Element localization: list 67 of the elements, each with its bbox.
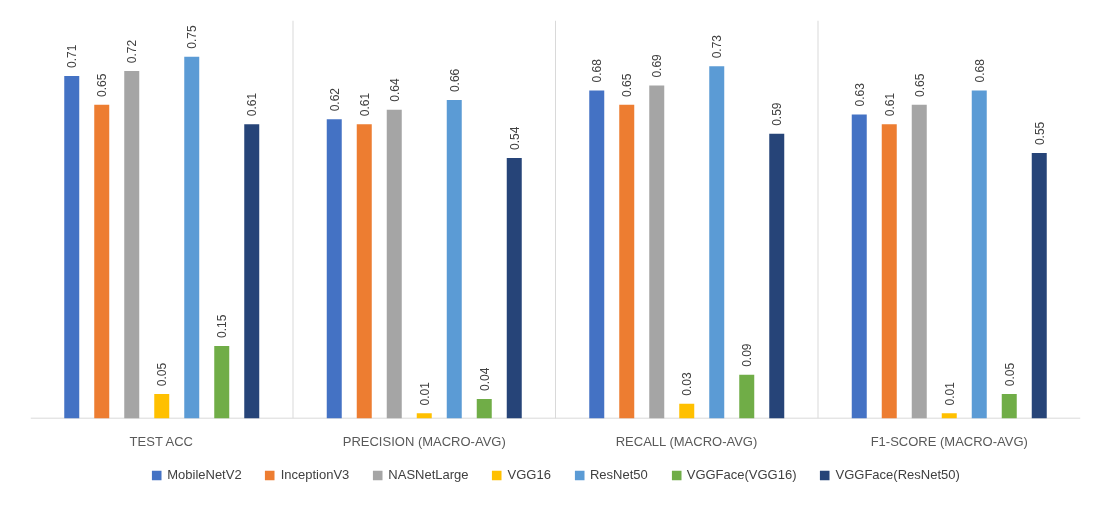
- bar: [214, 345, 230, 419]
- bar: [356, 124, 372, 419]
- x-tick-label: TEST ACC: [129, 434, 193, 450]
- bar: [739, 374, 755, 419]
- bar: [154, 394, 170, 419]
- bar: [184, 56, 200, 419]
- bar: [649, 85, 665, 419]
- data-label: 0.05: [155, 362, 170, 387]
- bar: [94, 104, 110, 419]
- bar: [971, 90, 987, 419]
- data-label: 0.68: [590, 58, 605, 83]
- bar: [619, 104, 635, 419]
- data-label: 0.65: [620, 73, 635, 97]
- bar: [476, 398, 492, 419]
- data-label: 0.72: [125, 39, 140, 64]
- data-label: 0.75: [185, 25, 200, 49]
- bar: [881, 124, 897, 419]
- bar: [679, 403, 695, 419]
- legend-label: InceptionV3: [280, 467, 350, 482]
- data-label: 0.64: [387, 78, 402, 102]
- legend-label: VGG16: [507, 467, 551, 482]
- bar: [326, 119, 342, 419]
- bar: [64, 75, 80, 419]
- bar: [851, 114, 867, 419]
- legend-label: VGGFace(ResNet50): [835, 467, 960, 482]
- legend-label: MobileNetV2: [167, 467, 242, 482]
- data-label: 0.61: [357, 92, 372, 117]
- bar: [911, 104, 927, 419]
- data-label: 0.71: [65, 44, 80, 68]
- data-label: 0.55: [1032, 121, 1047, 146]
- data-label: 0.73: [710, 34, 725, 59]
- x-tick-label: RECALL (MACRO-AVG): [615, 434, 758, 450]
- data-label: 0.66: [447, 68, 462, 93]
- data-label: 0.62: [327, 87, 342, 112]
- bar: [709, 66, 725, 419]
- bar: [1001, 394, 1017, 419]
- bar: [244, 124, 260, 419]
- bar: [1031, 153, 1047, 419]
- data-label: 0.15: [215, 314, 230, 338]
- data-label: 0.09: [740, 343, 755, 367]
- data-label: 0.01: [417, 381, 432, 406]
- bar: [386, 109, 402, 419]
- bar: [446, 100, 462, 419]
- data-label: 0.05: [1002, 362, 1017, 387]
- data-label: 0.61: [882, 92, 897, 117]
- x-tick-label: PRECISION (MACRO-AVG): [342, 434, 506, 450]
- data-label: 0.69: [650, 53, 665, 78]
- data-label: 0.65: [912, 73, 927, 97]
- data-label: 0.68: [972, 58, 987, 83]
- data-label: 0.63: [852, 82, 867, 107]
- data-label: 0.03: [680, 372, 695, 396]
- bar: [416, 413, 432, 419]
- bar: [124, 71, 140, 419]
- bar: [769, 133, 785, 419]
- data-label: 0.01: [942, 381, 957, 406]
- data-label: 0.61: [245, 92, 260, 117]
- data-label: 0.04: [477, 367, 492, 391]
- data-label: 0.65: [95, 73, 110, 97]
- bar: [941, 413, 957, 419]
- legend-label: ResNet50: [589, 467, 648, 482]
- bar: [506, 157, 522, 419]
- legend-label: VGGFace(VGG16): [686, 467, 797, 482]
- x-tick-label: F1-SCORE (MACRO-AVG): [870, 434, 1028, 450]
- legend-label: NASNetLarge: [388, 467, 469, 482]
- bar: [589, 90, 605, 419]
- data-label: 0.59: [770, 102, 785, 126]
- data-label: 0.54: [507, 126, 522, 150]
